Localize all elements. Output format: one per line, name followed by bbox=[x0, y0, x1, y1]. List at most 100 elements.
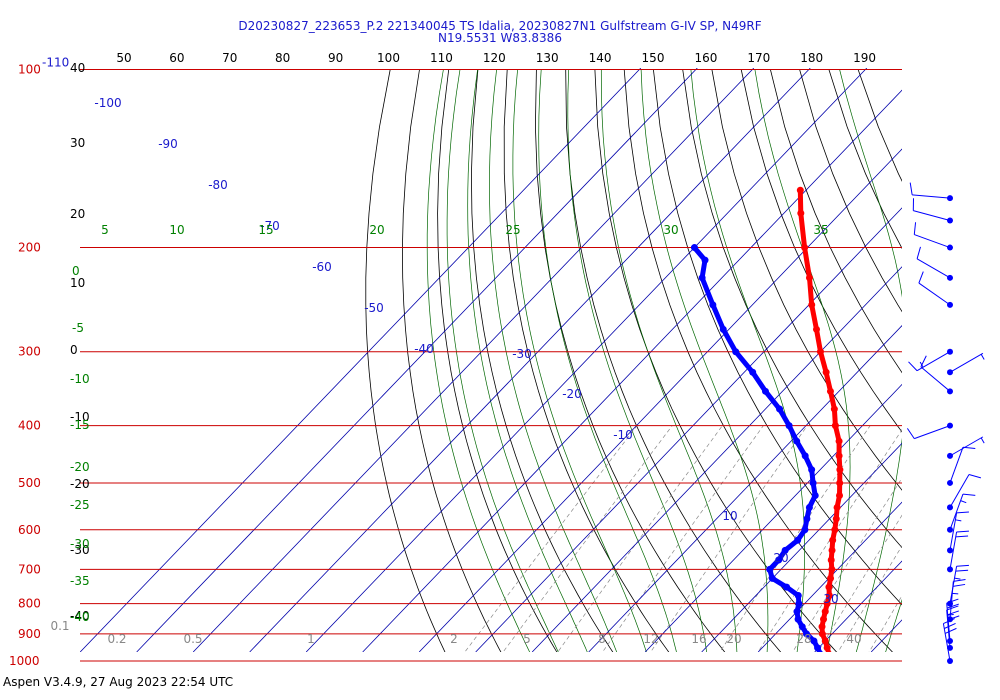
temperature-point bbox=[831, 526, 839, 534]
moist-adiabat-line bbox=[600, 69, 738, 652]
wind-barb-staff bbox=[949, 531, 958, 570]
dewpoint-point bbox=[793, 608, 801, 616]
top-axis-label: 180 bbox=[800, 51, 823, 65]
wind-barb-half-feather bbox=[980, 437, 985, 444]
wind-barb-half-feather bbox=[960, 500, 967, 504]
wind-barb-feather bbox=[955, 569, 969, 572]
dry-adiabat-line bbox=[401, 69, 502, 652]
moist-adiabat-label: 30 bbox=[663, 223, 678, 237]
temperature-point bbox=[829, 536, 837, 544]
left-axis-label: -10 bbox=[70, 372, 90, 386]
wind-barb-feather bbox=[946, 605, 959, 611]
moist-adiabat-label: 25 bbox=[505, 223, 520, 237]
isotherm-label: -60 bbox=[312, 260, 332, 274]
left-axis-label: -10 bbox=[70, 410, 90, 424]
wind-barb bbox=[920, 355, 953, 395]
wind-barb-half-feather bbox=[980, 354, 985, 360]
pressure-label: 1000 bbox=[9, 654, 40, 668]
isotherm-line bbox=[588, 325, 902, 652]
top-axis-label: 160 bbox=[694, 51, 717, 65]
temperature-point bbox=[808, 301, 816, 309]
temperature-point bbox=[820, 615, 828, 623]
left-axis-label: -15 bbox=[70, 418, 90, 432]
wind-barb-feather bbox=[947, 615, 960, 621]
temperature-point bbox=[825, 583, 833, 591]
isotherm-label: -40 bbox=[414, 342, 434, 356]
temperature-point bbox=[836, 466, 844, 474]
wind-barb-feather bbox=[953, 578, 966, 582]
isotherm-line bbox=[305, 68, 868, 652]
wind-barb-feather bbox=[908, 361, 918, 372]
temperature-point bbox=[830, 405, 838, 413]
dry-adiabat-line bbox=[470, 69, 614, 652]
dewpoint-point bbox=[805, 503, 813, 511]
top-axis-label: 90 bbox=[328, 51, 343, 65]
moist-adiabat-label: 15 bbox=[258, 223, 273, 237]
pressure-label: 300 bbox=[18, 345, 41, 359]
pressure-label: 500 bbox=[18, 476, 41, 490]
isotherm-line bbox=[928, 68, 1000, 652]
wind-barb-staff bbox=[913, 210, 951, 221]
dewpoint-point bbox=[818, 650, 824, 652]
dewpoint-point bbox=[776, 405, 784, 413]
wind-barb-feather bbox=[920, 355, 927, 368]
dewpoint-point bbox=[798, 623, 806, 631]
dewpoint-point bbox=[709, 301, 717, 309]
mixing-ratio-line bbox=[868, 594, 902, 652]
temperature-point bbox=[827, 574, 835, 582]
temperature-point bbox=[812, 325, 820, 333]
moist-adiabat-label: 10 bbox=[169, 223, 184, 237]
dewpoint-point bbox=[795, 600, 803, 608]
wind-barb bbox=[913, 222, 953, 251]
top-axis-label: 50 bbox=[116, 51, 131, 65]
dry-adiabat-line bbox=[503, 69, 670, 652]
wind-barb bbox=[947, 493, 976, 533]
wind-barb bbox=[947, 578, 966, 623]
wind-barb bbox=[947, 511, 969, 554]
isotherm-line bbox=[757, 501, 902, 652]
top-axis-label: 100 bbox=[377, 51, 400, 65]
left-axis-label: -40 bbox=[70, 610, 90, 624]
left-axis-label: -40 bbox=[70, 609, 90, 623]
dewpoint-point bbox=[801, 452, 809, 460]
temperature-point bbox=[821, 637, 829, 645]
wind-barb-feather bbox=[956, 511, 969, 514]
dry-adiabat-line bbox=[653, 69, 902, 606]
dewpoint-point bbox=[810, 637, 818, 645]
isotherm-label: 10 bbox=[722, 509, 737, 523]
wind-barb-feather bbox=[944, 627, 957, 634]
isotherm-label: -70 bbox=[260, 219, 280, 233]
wind-barb bbox=[906, 422, 953, 440]
wind-barb-feather bbox=[944, 623, 956, 629]
temperature-point bbox=[818, 623, 826, 631]
temperature-point bbox=[801, 244, 809, 252]
left-axis-label: -35 bbox=[70, 574, 90, 588]
pressure-label: 700 bbox=[18, 562, 41, 576]
left-axis-label: -25 bbox=[70, 498, 90, 512]
dry-adiabat-line bbox=[623, 69, 893, 652]
top-axis-label: 60 bbox=[169, 51, 184, 65]
wind-barb bbox=[947, 352, 985, 376]
pressure-label: 200 bbox=[18, 241, 41, 255]
wind-barb bbox=[909, 182, 953, 202]
isotherm-line bbox=[80, 68, 642, 652]
dewpoint-point bbox=[766, 565, 774, 573]
temperature-point bbox=[825, 592, 833, 600]
wind-barb-feather bbox=[962, 493, 976, 496]
temperature-point bbox=[836, 491, 844, 499]
left-axis-label: 10 bbox=[70, 276, 85, 290]
wind-barb-staff bbox=[912, 194, 951, 199]
dewpoint-point bbox=[698, 274, 706, 282]
chart-title: D20230827_223653_P.2 221340045 TS Idalia… bbox=[0, 20, 1000, 44]
isotherm-line bbox=[701, 442, 902, 652]
temperature-point bbox=[826, 387, 834, 395]
wind-barb-staff bbox=[920, 366, 951, 392]
left-axis-label: -20 bbox=[70, 477, 90, 491]
temperature-point bbox=[818, 630, 826, 638]
temperature-point bbox=[823, 644, 831, 652]
dewpoint-point bbox=[775, 556, 783, 564]
pressure-label: 400 bbox=[18, 419, 41, 433]
wind-barb-staff bbox=[949, 474, 970, 508]
dewpoint-profile-line bbox=[691, 245, 823, 652]
wind-barb-feather bbox=[909, 182, 913, 195]
